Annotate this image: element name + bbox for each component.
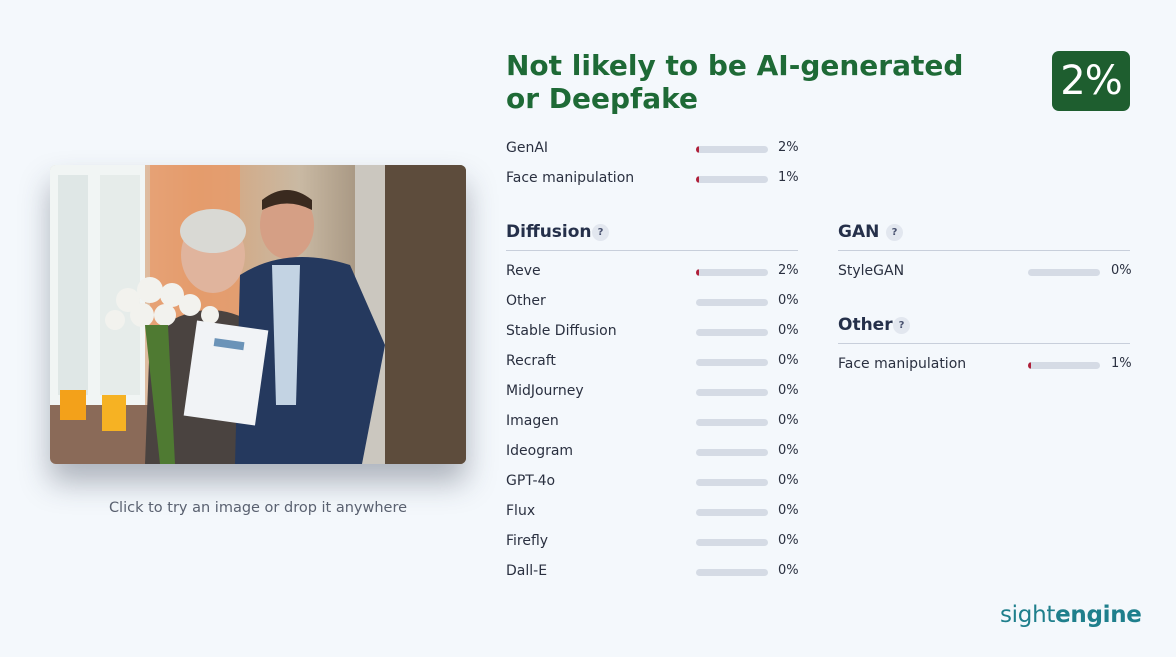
brand-bold: engine [1055, 602, 1142, 628]
score-row-label: Flux [506, 503, 536, 519]
score-row: MidJourney 0% [506, 383, 806, 403]
score-row-percent: 0% [778, 473, 799, 488]
score-row-label: Stable Diffusion [506, 323, 617, 339]
score-row: Recraft 0% [506, 353, 806, 373]
score-bar [696, 479, 768, 486]
score-bar [696, 146, 768, 153]
score-row: Reve 2% [506, 263, 806, 283]
drop-hint[interactable]: Click to try an image or drop it anywher… [108, 500, 408, 516]
score-bar-fill [1028, 362, 1031, 369]
score-row: GenAI 2% [506, 140, 806, 160]
score-bar [1028, 269, 1100, 276]
sample-photo[interactable] [50, 165, 466, 464]
score-bar [696, 269, 768, 276]
score-row-percent: 0% [1111, 263, 1132, 278]
score-row: Flux 0% [506, 503, 806, 523]
score-row: GPT-4o 0% [506, 473, 806, 493]
section-gan-title: GAN [838, 222, 880, 242]
score-row-label: Imagen [506, 413, 559, 429]
score-bar-fill [696, 176, 699, 183]
score-bar [696, 389, 768, 396]
help-icon[interactable]: ? [592, 224, 609, 241]
score-bar [696, 176, 768, 183]
score-bar [696, 329, 768, 336]
score-row-label: Reve [506, 263, 541, 279]
score-bar [696, 509, 768, 516]
score-row: Dall-E 0% [506, 563, 806, 583]
score-bar [696, 359, 768, 366]
section-other: Other ? [838, 315, 1130, 344]
score-bar [696, 569, 768, 576]
verdict-title: Not likely to be AI-generated or Deepfak… [506, 49, 964, 115]
score-row-percent: 0% [778, 353, 799, 368]
section-gan: GAN ? [838, 222, 1130, 251]
help-icon[interactable]: ? [886, 224, 903, 241]
photo-image [50, 165, 466, 464]
score-row-percent: 0% [778, 533, 799, 548]
section-other-title: Other [838, 315, 893, 335]
score-row-percent: 0% [778, 443, 799, 458]
score-row: Imagen 0% [506, 413, 806, 433]
score-bar [1028, 362, 1100, 369]
score-row-percent: 0% [778, 503, 799, 518]
score-row-label: Recraft [506, 353, 556, 369]
score-bar-fill [696, 269, 699, 276]
score-row-percent: 2% [778, 140, 799, 155]
score-row-label: Ideogram [506, 443, 574, 459]
score-bar [696, 449, 768, 456]
score-bar-fill [696, 146, 699, 153]
score-row-label: GenAI [506, 140, 549, 156]
score-row: Other 0% [506, 293, 806, 313]
score-row-label: Face manipulation [506, 170, 635, 186]
score-row: Face manipulation 1% [838, 356, 1138, 376]
score-row-label: Face manipulation [838, 356, 967, 372]
score-row: Firefly 0% [506, 533, 806, 553]
score-row-percent: 2% [778, 263, 799, 278]
score-row-percent: 1% [778, 170, 799, 185]
help-icon[interactable]: ? [893, 317, 910, 334]
score-row-percent: 0% [778, 383, 799, 398]
score-bar [696, 419, 768, 426]
score-row-label: GPT-4o [506, 473, 556, 489]
score-bar [696, 539, 768, 546]
score-row-percent: 1% [1111, 356, 1132, 371]
score-row-label: Other [506, 293, 546, 309]
score-row-percent: 0% [778, 323, 799, 338]
sightengine-logo[interactable]: sightengine [1000, 602, 1142, 628]
score-row-percent: 0% [778, 413, 799, 428]
score-row-label: Firefly [506, 533, 549, 549]
score-row: StyleGAN 0% [838, 263, 1138, 283]
score-row: Face manipulation 1% [506, 170, 806, 190]
score-row: Stable Diffusion 0% [506, 323, 806, 343]
section-diffusion: Diffusion ? [506, 222, 798, 251]
brand-light: sight [1000, 602, 1056, 628]
score-row: Ideogram 0% [506, 443, 806, 463]
score-row-label: Dall-E [506, 563, 548, 579]
score-row-label: StyleGAN [838, 263, 905, 279]
score-row-label: MidJourney [506, 383, 584, 399]
section-diffusion-title: Diffusion [506, 222, 592, 242]
score-badge: 2% [1052, 51, 1130, 111]
score-bar [696, 299, 768, 306]
score-row-percent: 0% [778, 563, 799, 578]
score-row-percent: 0% [778, 293, 799, 308]
